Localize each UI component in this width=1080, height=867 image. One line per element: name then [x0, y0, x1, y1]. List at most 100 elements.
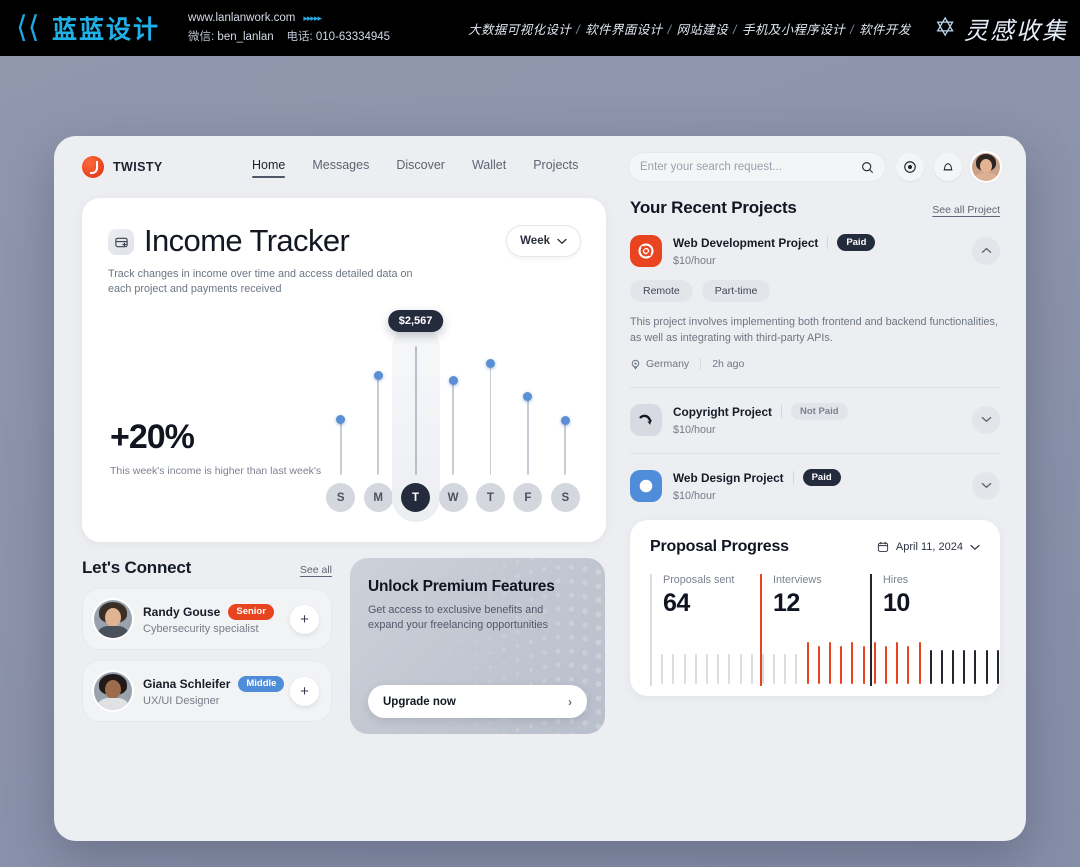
project-item[interactable]: Copyright Project Not Paid $10/hour — [630, 403, 1000, 438]
premium-subtitle: Get access to exclusive benefits and exp… — [368, 604, 549, 631]
project-rate: $10/hour — [673, 424, 716, 436]
chevron-down-icon — [981, 482, 991, 489]
tick-mark — [672, 654, 675, 684]
tick-mark — [717, 654, 720, 684]
person-role: UX/UI Designer — [143, 694, 220, 707]
tick-mark — [929, 650, 932, 684]
project-description: This project involves implementing both … — [630, 316, 998, 344]
chart-bar-1[interactable]: S — [317, 294, 365, 520]
nav-item-wallet[interactable]: Wallet — [471, 158, 507, 172]
project-item[interactable]: Web Development Project Paid $10/hour Re… — [630, 234, 1000, 372]
range-selector[interactable]: Week — [507, 226, 580, 256]
list-item[interactable]: Giana Schleifer Middle UX/UI Designer + — [82, 660, 332, 722]
divider — [630, 453, 1000, 454]
nav-item-messages[interactable]: Messages — [312, 158, 370, 172]
tick-mark — [683, 654, 686, 684]
premium-card[interactable]: Unlock Premium Features Get access to ex… — [350, 558, 605, 734]
banner-right-text: 灵感收集 — [964, 16, 1068, 45]
chart-day-label[interactable]: S — [326, 483, 356, 512]
chart-data-point[interactable] — [560, 415, 570, 425]
tick-mark — [974, 650, 977, 684]
search-input[interactable] — [640, 161, 861, 173]
chart-day-label[interactable]: F — [513, 483, 543, 512]
list-item[interactable]: Randy Gouse Senior Cybersecurity special… — [82, 588, 332, 650]
search-bar[interactable] — [628, 152, 886, 182]
bottom-left-row: Let's Connect See all Randy Gouse — [82, 542, 606, 734]
add-connection-button[interactable]: + — [290, 604, 319, 634]
expand-project-button[interactable] — [972, 405, 1000, 434]
income-card-icon — [108, 229, 134, 255]
search-icon — [862, 161, 873, 173]
tick-mark — [806, 642, 809, 684]
service-separator: / — [850, 22, 854, 37]
app-brand-name: TWISTY — [113, 160, 163, 174]
metric-value: 10 — [883, 589, 910, 617]
tick-mark — [884, 646, 887, 684]
tick-mark — [918, 642, 921, 684]
status-badge: Senior — [228, 603, 274, 620]
proposal-progress-card: Proposal Progress April 11, 2024 — [630, 520, 1000, 696]
chart-day-label[interactable]: M — [363, 483, 393, 512]
add-connection-button[interactable]: + — [290, 676, 319, 706]
lanlan-logo-text: 蓝蓝设计 — [52, 15, 161, 44]
income-percent-caption: This week's income is higher than last w… — [110, 465, 322, 477]
chevron-down-icon — [557, 238, 567, 244]
nav-item-discover[interactable]: Discover — [396, 158, 445, 172]
chart-data-point[interactable] — [523, 391, 533, 401]
target-icon-button[interactable] — [896, 153, 924, 181]
nav-item-home[interactable]: Home — [252, 158, 286, 178]
metric-interviews: Interviews 12 — [760, 574, 870, 686]
user-avatar[interactable] — [972, 153, 1000, 181]
tick-group-3 — [929, 642, 1000, 684]
tick-mark — [873, 642, 876, 684]
chart-data-point[interactable] — [373, 371, 383, 381]
chart-day-label[interactable]: S — [550, 483, 580, 512]
chart-bar-7[interactable]: S — [541, 294, 589, 520]
tick-mark — [739, 654, 742, 684]
person-role: Cybersecurity specialist — [143, 622, 259, 635]
header-actions — [628, 152, 1000, 182]
app-brand[interactable]: TWISTY — [82, 156, 252, 178]
lets-connect-see-all[interactable]: See all — [299, 564, 332, 576]
banner-service-item: 手机及小程序设计 — [741, 22, 846, 37]
banner-service-item: 大数据可视化设计 — [468, 22, 572, 37]
lanlan-logo-icon: ⟨⟨ — [16, 10, 40, 45]
chart-data-point[interactable] — [448, 376, 458, 386]
location-pin-icon — [631, 359, 640, 370]
chart-bar-4[interactable]: W — [429, 294, 477, 520]
banner-service-item: 软件开发 — [859, 22, 911, 37]
project-tag[interactable]: Remote — [630, 280, 693, 302]
avatar-face — [105, 680, 121, 699]
chart-day-label[interactable]: W — [438, 483, 468, 512]
chevron-down-icon — [970, 544, 980, 550]
upgrade-button[interactable]: Upgrade now › — [368, 685, 587, 718]
banner-services: 大数据可视化设计 / 软件界面设计 / 网站建设 / 手机及小程序设计 / 软件开发 — [468, 19, 911, 38]
tick-mark — [985, 650, 988, 684]
premium-title: Unlock Premium Features — [368, 578, 555, 595]
recent-projects-title: Your Recent Projects — [630, 198, 797, 217]
dashboard-content: Income Tracker Week Track changes in inc… — [54, 198, 1026, 734]
recent-projects-header: Your Recent Projects See all Project — [630, 198, 1000, 218]
tick-mark — [750, 654, 753, 684]
phone-label: 电话: — [286, 31, 313, 43]
tick-mark — [896, 642, 899, 684]
chart-data-point[interactable] — [336, 414, 346, 424]
chart-bar-5[interactable]: T — [466, 294, 514, 520]
project-item[interactable]: Web Design Project Paid $10/hour — [630, 469, 1000, 504]
chart-data-point[interactable] — [485, 358, 495, 368]
chart-day-label[interactable]: T — [401, 483, 431, 512]
tick-mark — [795, 654, 798, 684]
nav-item-projects[interactable]: Projects — [533, 158, 579, 172]
date-selector[interactable]: April 11, 2024 — [877, 541, 980, 553]
project-tag[interactable]: Part-time — [701, 280, 771, 302]
chart-bar-3[interactable]: T — [391, 294, 440, 522]
banner-service-item: 网站建设 — [676, 22, 729, 37]
notifications-button[interactable] — [934, 153, 962, 181]
see-all-projects-link[interactable]: See all Project — [932, 204, 1000, 216]
chart-day-label[interactable]: T — [475, 483, 505, 512]
expand-project-button[interactable] — [972, 471, 1000, 500]
chart-bar-2[interactable]: M — [354, 294, 402, 520]
bell-icon — [943, 163, 953, 171]
chart-bar-6[interactable]: F — [504, 294, 552, 520]
collapse-project-button[interactable] — [972, 236, 1000, 265]
